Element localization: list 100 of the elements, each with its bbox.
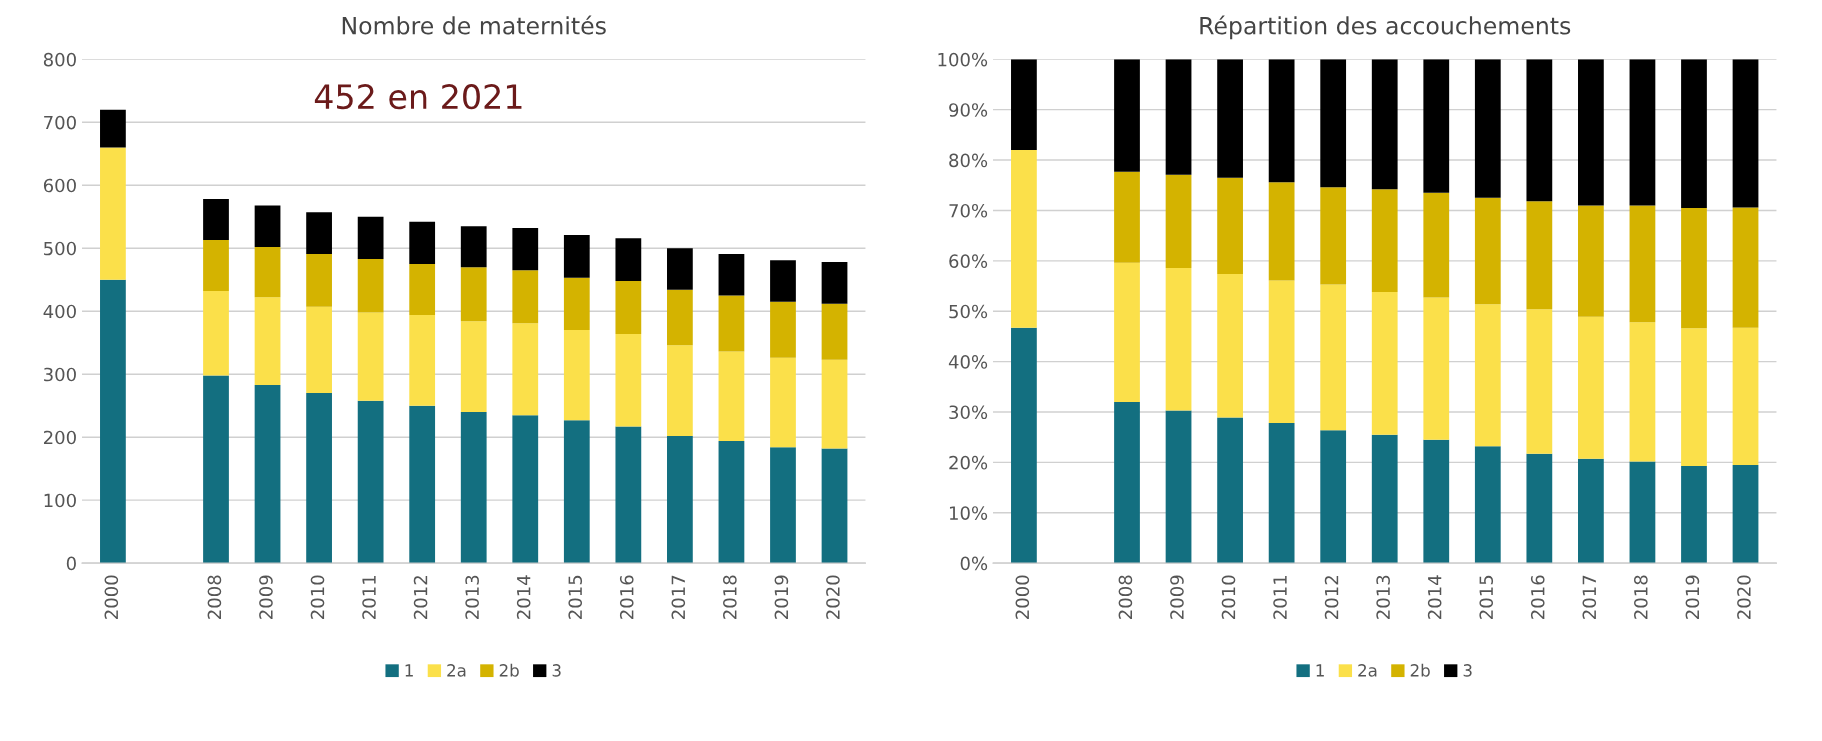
x-tick-label: 2009 [1170,575,1184,619]
bar [615,426,642,564]
bar [1114,262,1140,402]
bar [1011,149,1037,328]
bar [1011,59,1037,150]
x-tick-label: 2013 [465,575,479,619]
x-tick-label: 2010 [310,575,325,619]
y-tick-label: 30% [949,405,988,420]
bar [409,405,436,564]
x-tick-label: 2015 [568,575,583,619]
y-tick-label: 60% [949,254,988,268]
legend-label: 3 [552,664,561,677]
bar [1578,458,1604,564]
bar [203,199,229,241]
y-tick-label: 600 [43,178,76,193]
x-tick-label: 2000 [104,575,119,619]
bar [821,262,848,304]
x-tick-label: 2010 [1221,575,1236,619]
bar [1011,327,1037,564]
x-tick-label: 2015 [1479,575,1494,619]
bar [563,420,590,564]
bar [1732,207,1759,328]
x-tick-label: 2008 [207,575,222,619]
y-tick-label: 90% [949,103,988,117]
bar [1268,280,1295,424]
bar [460,226,487,268]
x-tick-label: 2017 [1582,575,1597,619]
bar [1423,439,1450,564]
legend-label: 1 [405,664,413,677]
y-tick-label: 700 [44,115,76,130]
y-tick-label: 400 [43,304,76,319]
bar [1423,59,1450,193]
bar [1526,453,1553,564]
bar [1629,322,1656,462]
bar [1681,328,1707,466]
bar [1629,59,1656,206]
x-tick-label: 2012 [1324,576,1339,619]
bar [1320,430,1347,564]
bar [770,301,796,358]
y-tick-label: 800 [43,52,76,67]
bar [1371,292,1398,435]
bar [1217,273,1243,418]
bar [1114,171,1140,263]
bar [357,258,384,313]
bar [1165,267,1192,411]
bar [512,270,539,324]
bar [1423,192,1450,298]
bar [1578,205,1604,317]
bar [460,267,487,322]
legend-label: 1 [1316,664,1324,677]
y-tick-label: 100% [938,52,988,67]
bar [615,280,642,334]
bar [1165,410,1192,564]
bar [357,312,384,401]
bar [100,147,126,280]
x-tick-label: 2011 [362,575,376,619]
bar [1371,434,1398,564]
bar [563,235,590,278]
bar [254,246,281,298]
bar [615,238,642,281]
bar [254,205,281,247]
bar [409,221,436,264]
bar [306,393,332,564]
bar [1474,197,1501,305]
bar [1629,461,1656,564]
bar [770,447,796,564]
x-tick-label: 2011 [1273,575,1287,619]
x-tick-label: 2019 [1685,575,1700,619]
bar [718,253,745,296]
y-tick-label: 0 [66,556,76,571]
bar [203,375,229,564]
bar [100,109,126,148]
bar [1320,187,1347,285]
bar [821,359,848,449]
x-tick-label: 2016 [1530,575,1545,619]
x-tick-label: 2014 [1427,575,1442,619]
x-tick-label: 2014 [516,575,531,619]
bar [306,253,332,307]
bar [357,400,384,564]
bar [770,357,796,448]
bar [254,384,281,564]
bar [667,345,693,436]
bar [1165,59,1192,175]
bar [1526,201,1553,310]
bar [821,448,848,564]
legend-label: 2b [1410,663,1430,677]
x-tick-label: 2018 [1634,575,1648,619]
bar [1681,59,1707,208]
bar [1217,177,1243,274]
bar [1371,189,1398,293]
bar [667,289,693,346]
bar [100,279,126,564]
bar [821,303,848,360]
annotation: 452 en 2021 [314,84,522,110]
x-tick-label: 2019 [774,575,789,619]
y-tick-label: 50% [949,304,988,319]
bar [1217,417,1243,564]
bar [667,435,693,564]
y-tick-label: 80% [949,153,988,168]
legend-label: 3 [1463,664,1472,677]
